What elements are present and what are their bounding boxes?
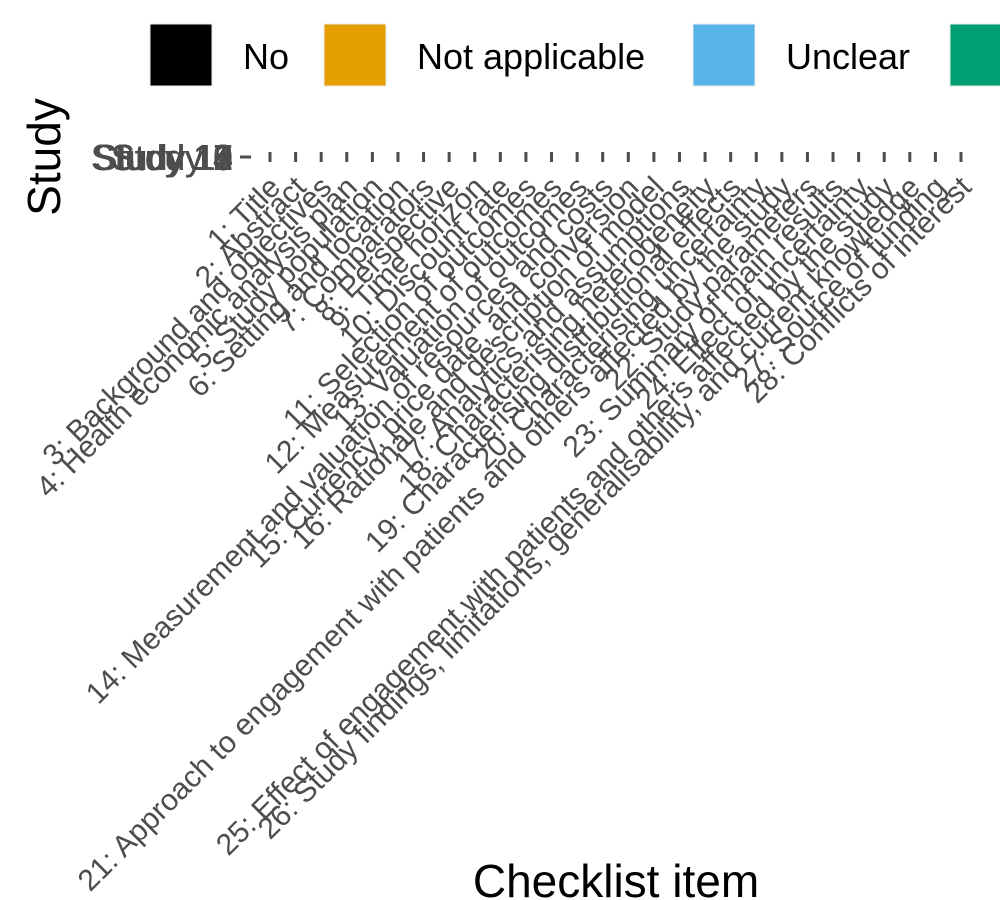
y-tick-label: Study 1 [111,137,233,178]
legend-label: Unclear [786,36,910,77]
y-tick-label: Study 13 [91,137,233,178]
legend-label: Not applicable [417,36,645,77]
x-axis-title: Checklist item [473,855,759,900]
y-tick-label: Study 3 [111,137,233,178]
legend-key [149,23,213,87]
legend-label: No [243,36,289,77]
y-tick-label: Study 8 [111,137,233,178]
y-tick-label: Study 12 [91,137,233,178]
y-tick-label: Study 6 [111,137,233,178]
y-tick-label: Study 11 [94,137,233,178]
y-tick-label: Study 15 [91,137,233,178]
legend: No Not applicable Unclear [149,23,1000,87]
legend-key [949,23,1000,87]
legend-key [323,23,387,87]
y-tick-label: Study 5 [111,137,233,178]
y-tick-label: Study 9 [111,137,233,178]
y-tick-label: Study 4 [111,137,233,178]
legend-key [692,23,756,87]
y-axis-title: Study [18,98,70,216]
y-tick-label: Study 7 [111,137,233,178]
y-tick-label: Study 2 [111,137,233,178]
y-tick-label: Study 14 [91,137,233,178]
y-tick-label: Study 10 [91,137,233,178]
